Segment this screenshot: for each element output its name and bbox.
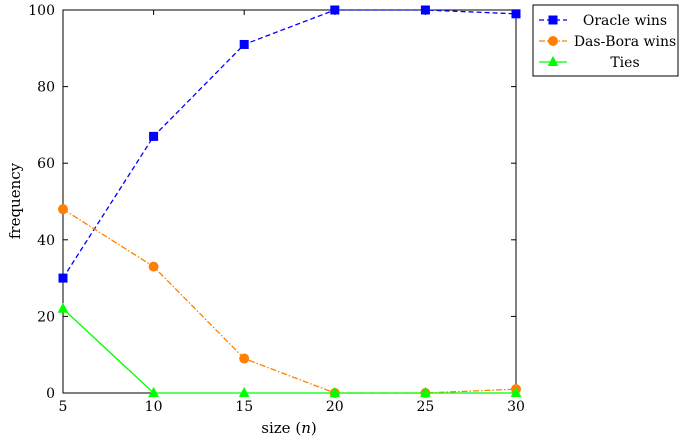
legend-label: Das-Bora wins [574, 34, 676, 50]
data-point-ties [329, 386, 341, 397]
legend-marker [548, 36, 558, 46]
y-tick-label: 60 [37, 156, 55, 172]
data-point-ties [510, 386, 522, 397]
data-point-oracle-wins [511, 9, 521, 19]
data-point-das-bora-wins [58, 204, 68, 215]
data-point-ties [57, 302, 69, 313]
series-line-das-bora-wins [62, 208, 517, 394]
series-layer [57, 5, 522, 398]
x-tick-label: 10 [145, 399, 163, 415]
y-tick-label: 0 [46, 386, 55, 402]
x-tick-label: 5 [59, 399, 68, 415]
data-point-oracle-wins [239, 39, 249, 49]
x-tick-label: 20 [326, 399, 344, 415]
series-oracle-wins [58, 5, 521, 283]
y-axis-ticks: 0 20 40 60 80 100 [28, 3, 516, 402]
plot-area [62, 9, 517, 394]
x-axis-label-text: size ( [261, 419, 301, 437]
plot-frame [62, 9, 517, 394]
x-tick-label: 30 [507, 399, 525, 415]
legend-label: Ties [610, 55, 639, 71]
x-tick-label: 25 [416, 399, 434, 415]
legend-label: Oracle wins [583, 13, 667, 29]
series-line-oracle-wins [62, 9, 517, 279]
legend-marker [547, 55, 559, 66]
x-axis-label-variable: n [301, 419, 311, 437]
y-axis-label: frequency [6, 162, 24, 239]
legend: Oracle wins Das-Bora wins Ties [532, 4, 679, 77]
y-tick-label: 80 [37, 80, 55, 96]
series-ties [57, 302, 522, 397]
x-axis-label-close: ) [311, 419, 317, 437]
data-point-ties [420, 386, 431, 397]
y-tick-label: 20 [37, 309, 55, 325]
data-point-das-bora-wins [239, 353, 250, 364]
y-tick-label: 40 [37, 233, 55, 249]
legend-item-ties: Ties [539, 55, 640, 71]
y-tick-label: 100 [28, 3, 55, 19]
data-point-oracle-wins [420, 5, 430, 15]
data-point-ties [238, 386, 250, 397]
x-tick-label: 15 [235, 399, 253, 415]
x-axis-ticks: 5 10 15 20 25 30 [59, 10, 525, 415]
series-line-ties [62, 308, 516, 394]
data-point-oracle-wins [330, 5, 340, 15]
data-point-oracle-wins [149, 131, 159, 141]
data-point-oracle-wins [58, 273, 68, 283]
legend-item-das-bora-wins: Das-Bora wins [539, 34, 676, 50]
legend-marker [548, 15, 558, 25]
x-axis-label: size (n) [261, 419, 316, 437]
data-point-das-bora-wins [148, 261, 159, 272]
data-point-ties [148, 386, 159, 397]
legend-item-oracle-wins: Oracle wins [539, 13, 667, 29]
